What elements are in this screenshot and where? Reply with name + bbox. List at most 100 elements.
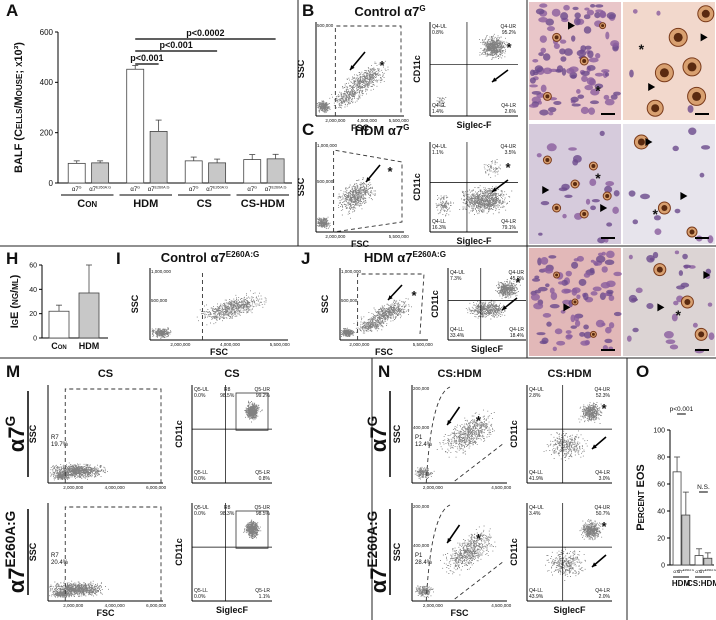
cell-nucleus <box>557 281 565 285</box>
error-bar <box>682 491 689 516</box>
quadrant-percent: 1.1% <box>259 594 271 600</box>
comparison-label: p<0.0002 <box>186 28 224 38</box>
cell-nucleus <box>568 147 577 151</box>
cell-nucleus <box>580 70 590 77</box>
x-tick-label-base: α7 <box>673 569 679 574</box>
comparison-label: N.S. <box>697 484 710 491</box>
cell-nucleus <box>566 334 573 339</box>
y-tick-label: 200,000 <box>413 386 430 391</box>
quadrant-percent: 45.0% <box>510 276 525 282</box>
axis-label: FSC <box>351 123 370 133</box>
panel-label: J <box>301 249 310 268</box>
quadrant-percent: 3.4% <box>529 511 541 517</box>
cell-nucleus <box>536 332 546 336</box>
asterisk: * <box>411 288 417 303</box>
quadrant-name: Q4-LR <box>595 470 610 476</box>
gate <box>64 506 162 601</box>
arrow-head <box>388 295 393 300</box>
error-bar <box>56 304 62 312</box>
error-bar <box>190 156 197 161</box>
quadrant-name: Q5-UL <box>194 505 209 511</box>
cell-nucleus <box>573 17 581 26</box>
group-label: HDM <box>133 198 158 210</box>
y-axis-label: BALF (Cells/Mouse; x10³) <box>13 42 25 173</box>
y-tick-label: 80 <box>657 454 665 461</box>
cell-nucleus <box>629 69 634 78</box>
y-tick-label: 200 <box>40 128 54 137</box>
eosinophil-core <box>651 104 660 113</box>
group-label: CS-HDM <box>241 198 285 210</box>
cell-nucleus <box>553 100 562 105</box>
x-tick-label: α7G <box>247 186 257 193</box>
plot-title-base: HDM α7 <box>355 123 403 138</box>
cell-nucleus <box>556 340 566 346</box>
quadrant-percent: 52.3% <box>596 393 611 399</box>
gate-percent: 98.5% <box>220 393 235 399</box>
row-label: α7E260A:G <box>365 511 391 594</box>
event-dots <box>545 518 604 581</box>
x-tick-label-sup: E260A:G <box>705 568 716 572</box>
cell-nucleus <box>583 14 591 20</box>
quadrant-name: Q5-UL <box>194 387 209 393</box>
x-tick-label-sup: G <box>196 186 199 190</box>
cell-nucleus <box>546 26 555 32</box>
asterisk: * <box>379 58 385 73</box>
quadrant-percent: 99.2% <box>256 393 271 399</box>
gate-name: P1 <box>415 553 423 559</box>
cell-nucleus <box>583 324 589 330</box>
cell-nucleus <box>608 322 615 329</box>
x-tick-label-base: α7 <box>148 187 155 193</box>
quadrant-percent: 2.8% <box>529 393 541 399</box>
eosinophil-core <box>555 273 559 277</box>
quadrant-percent: 1.1% <box>432 150 444 156</box>
cell-nucleus <box>549 303 560 309</box>
eosinophil-core <box>689 229 695 235</box>
x-tick-label-sup: E260A:G <box>96 186 111 190</box>
axis-label: SSC <box>320 294 330 313</box>
x-tick-label: α7G <box>673 568 680 574</box>
asterisk: * <box>675 307 681 323</box>
panel-label: A <box>6 1 18 20</box>
cell-nucleus <box>608 294 615 302</box>
cell-nucleus <box>538 286 548 292</box>
comparison-label: p<0.001 <box>130 53 163 63</box>
cell-nucleus <box>561 279 568 286</box>
cell-nucleus <box>605 326 612 334</box>
cell-nucleus <box>531 90 542 95</box>
quadrant-percent: 0.8% <box>432 30 444 36</box>
x-tick-label-sup: G <box>254 186 257 190</box>
panel-label: N <box>378 362 390 381</box>
cell-nucleus <box>590 88 600 96</box>
bar <box>48 310 70 339</box>
x-tick-label: 6,000,000 <box>146 603 167 608</box>
eosinophil-core <box>545 94 550 99</box>
cell-nucleus <box>539 109 549 116</box>
x-tick-label: α7E260A:G <box>700 568 716 574</box>
cell-nucleus <box>599 11 607 19</box>
eosinophil-core <box>637 138 645 146</box>
cell-nucleus <box>606 250 615 259</box>
cell-nucleus <box>674 208 681 214</box>
quadrant-name: Q4-LL <box>432 219 446 225</box>
asterisk: * <box>476 531 482 546</box>
cell-nucleus <box>556 65 564 73</box>
eosinophil-core <box>659 68 669 78</box>
x-tick-label: 5,500,000 <box>413 342 434 347</box>
panel-label: B <box>302 1 314 20</box>
x-tick-label: 4,500,000 <box>491 603 512 608</box>
event-dots <box>436 33 509 107</box>
quadrant-name: Q4-UL <box>450 270 465 276</box>
quadrant-percent: 3.5% <box>505 150 517 156</box>
cell-nucleus <box>589 100 600 105</box>
x-tick-label-base: α7 <box>700 569 706 574</box>
asterisk: * <box>639 41 645 57</box>
eosinophil-core <box>701 9 710 18</box>
cell-nucleus <box>604 338 613 344</box>
x-tick-label-sup: E260A:G <box>213 186 228 190</box>
eosinophil-core <box>582 212 587 216</box>
cell-nucleus <box>604 185 613 194</box>
x-tick-label-sup: E260A:G <box>683 568 694 572</box>
cell-nucleus <box>594 12 601 19</box>
row-label: α7E260A:G <box>3 511 29 594</box>
